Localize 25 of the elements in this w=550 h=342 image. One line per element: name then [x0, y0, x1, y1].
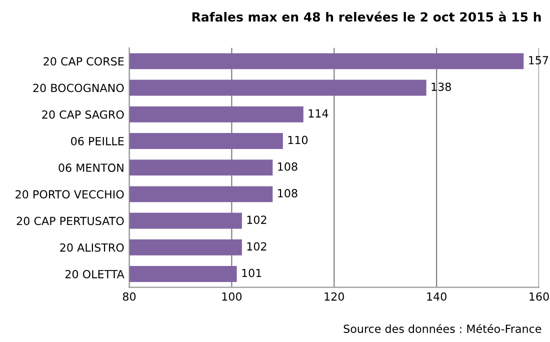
y-tick-label: 20 BOCOGNANO — [33, 84, 124, 92]
data-label: 102 — [247, 242, 266, 251]
y-tick-label: 20 OLETTA — [65, 270, 124, 278]
y-tick-label: 06 MENTON — [58, 164, 124, 172]
y-tick-label: 20 PORTO VECCHIO — [16, 190, 124, 199]
chart-title: Rafales max en 48 h relevées le 2 oct 2015 à 15 h — [192, 11, 541, 22]
data-label: 138 — [432, 82, 451, 92]
source-note: Source des données : Météo-France — [344, 324, 542, 334]
x-tick-label: 160 — [530, 292, 549, 301]
x-tick-label: 80 — [122, 292, 136, 301]
y-tick-label: 20 CAP SAGRO — [42, 110, 124, 119]
data-label: 157 — [529, 56, 548, 64]
y-tick-label: 20 CAP PERTUSATO — [16, 216, 124, 226]
x-tick-label: 140 — [427, 292, 446, 301]
y-tick-label: 20 CAP CORSE — [44, 57, 124, 66]
data-label: 114 — [308, 109, 328, 118]
data-label: 110 — [288, 136, 308, 144]
data-label: 108 — [278, 189, 298, 198]
data-label: 108 — [278, 162, 298, 171]
x-tick-label: 100 — [222, 292, 242, 301]
data-label: 102 — [247, 216, 266, 224]
y-tick-label: 20 ALISTRO — [60, 243, 124, 252]
data-label: 101 — [242, 268, 262, 278]
y-tick-label: 06 PEILLE — [71, 136, 124, 146]
x-tick-label: 120 — [324, 292, 344, 301]
